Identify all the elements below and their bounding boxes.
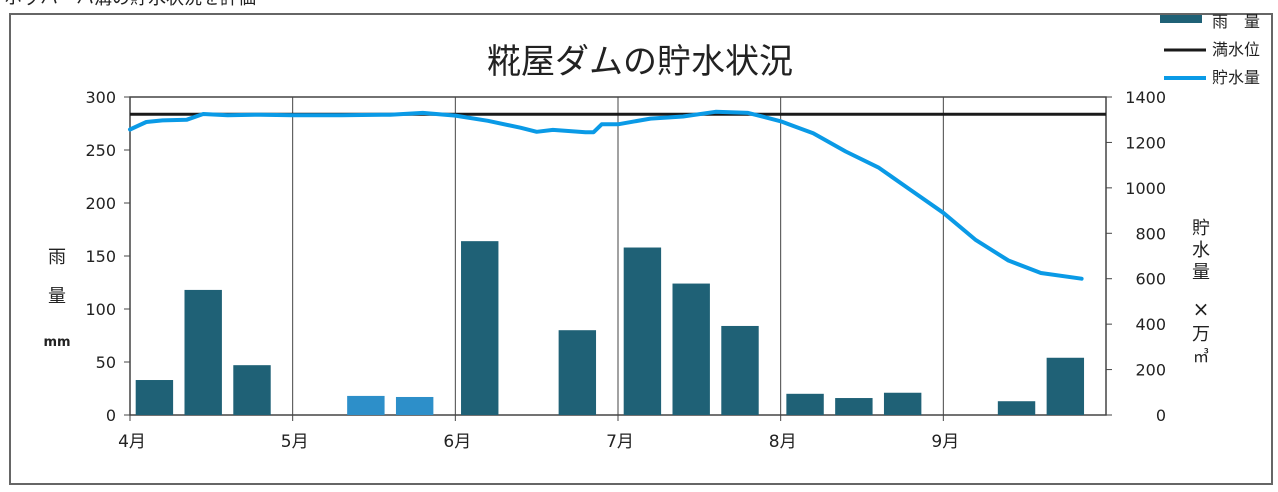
x-tick-label: 7月 <box>606 432 634 452</box>
y-left-label-1: 雨 <box>48 247 66 268</box>
lines-layer <box>128 109 1106 281</box>
y-right-tick-label: 1400 <box>1125 88 1166 107</box>
y-left-tick-label: 0 <box>106 406 116 425</box>
storage-line <box>128 109 1084 281</box>
y-right-label-6: ㎥ <box>1193 347 1209 366</box>
rain-bar <box>883 392 922 415</box>
legend: 雨 量 満水位 貯水量 <box>1160 12 1260 87</box>
legend-rain-swatch <box>1160 15 1202 23</box>
rain-bar <box>997 401 1036 415</box>
x-tick-label: 6月 <box>443 432 471 452</box>
y-right-tick-label: 1000 <box>1125 179 1166 198</box>
y-left-tick-label: 150 <box>85 247 116 266</box>
rain-bar <box>623 247 662 415</box>
y-right-label-5: 万 <box>1192 324 1210 345</box>
y-right-tick-label: 1200 <box>1125 133 1166 152</box>
y-right-tick-label: 0 <box>1156 406 1166 425</box>
rain-bar <box>233 365 271 415</box>
rain-bar <box>672 283 710 415</box>
rain-bar <box>721 325 759 415</box>
rain-bar <box>558 330 597 415</box>
rain-bar <box>835 398 873 415</box>
rain-bar <box>184 289 222 415</box>
bars-layer <box>135 241 1085 415</box>
y-right-label-4: × <box>1193 297 1210 321</box>
header-fragment: ホッハ・ハ溝の貯水状況を評価 <box>4 0 256 9</box>
x-tick-label: 9月 <box>931 432 959 452</box>
chart-title: 糀屋ダムの貯水状況 <box>487 42 793 82</box>
y-left-tick-label: 200 <box>85 194 116 213</box>
legend-storage-label: 貯水量 <box>1212 68 1260 87</box>
x-tick-label: 8月 <box>769 432 797 452</box>
y-left-tick-label: 50 <box>96 353 116 372</box>
y-right-tick-label: 200 <box>1135 361 1166 380</box>
y-right-label-2: 水 <box>1192 240 1210 261</box>
x-tick-label: 4月 <box>118 432 146 452</box>
y-left-label-2: 量 <box>48 286 66 307</box>
y-right-tick-label: 400 <box>1135 315 1166 334</box>
y-right-tick-label: 800 <box>1135 224 1166 243</box>
x-tick-label: 5月 <box>281 432 309 452</box>
ticks-layer: 4月 5月 6月 7月 8月 9月 0 50 100 150 200 250 300 0 200 400 600… <box>85 88 1166 452</box>
y-left-tick-label: 250 <box>85 141 116 160</box>
legend-rain-label: 雨 量 <box>1212 12 1260 31</box>
grid-layer <box>292 97 944 415</box>
y-right-label-3: 量 <box>1192 262 1210 283</box>
legend-full-level-label: 満水位 <box>1212 40 1260 59</box>
y-right-tick-label: 600 <box>1135 270 1166 289</box>
rain-bar <box>135 380 174 415</box>
y-left-tick-label: 100 <box>85 300 116 319</box>
y-left-label-3: mm <box>43 335 70 350</box>
rain-bar <box>786 393 824 415</box>
rain-bar <box>1046 357 1085 415</box>
y-left-tick-label: 300 <box>85 88 116 107</box>
y-right-label-1: 貯 <box>1192 218 1210 239</box>
rain-bar <box>347 395 385 415</box>
rain-bar <box>461 241 499 415</box>
rain-bar <box>395 396 434 415</box>
